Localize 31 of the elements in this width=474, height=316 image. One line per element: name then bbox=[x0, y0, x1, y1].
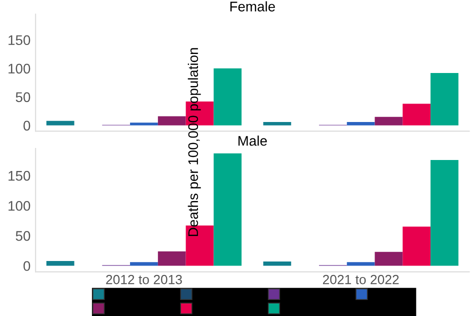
y-tick-label: 0 bbox=[24, 120, 30, 131]
bar bbox=[374, 116, 403, 126]
bar bbox=[402, 104, 431, 126]
bar bbox=[214, 68, 242, 126]
y-tick-label: 150 bbox=[8, 35, 30, 46]
bar bbox=[158, 116, 186, 126]
y-tick-label: 0 bbox=[24, 261, 30, 271]
x-tick-label: 2012 to 2013 bbox=[106, 274, 182, 284]
chart-title: Female bbox=[230, 1, 275, 12]
bar bbox=[263, 262, 292, 266]
bar bbox=[130, 262, 158, 266]
bar bbox=[430, 160, 458, 266]
chart-title: Male bbox=[238, 136, 267, 146]
y-axis-title: Deaths per 100,000 population bbox=[188, 48, 201, 236]
bar bbox=[130, 122, 158, 126]
y-tick-label: 100 bbox=[8, 64, 30, 74]
y-tick-label: 50 bbox=[16, 231, 30, 241]
bar bbox=[374, 252, 403, 266]
bar bbox=[346, 122, 375, 126]
bar bbox=[430, 72, 458, 126]
y-tick-label: 100 bbox=[8, 200, 30, 211]
bar bbox=[402, 226, 431, 266]
bar bbox=[263, 122, 292, 126]
x-tick-label: 2021 to 2022 bbox=[322, 274, 399, 284]
bar bbox=[158, 251, 186, 266]
bar bbox=[46, 260, 74, 266]
bar bbox=[46, 120, 74, 126]
bar bbox=[346, 262, 375, 266]
bar bbox=[214, 153, 242, 266]
y-tick-label: 50 bbox=[16, 92, 30, 102]
y-tick-label: 150 bbox=[8, 170, 30, 181]
